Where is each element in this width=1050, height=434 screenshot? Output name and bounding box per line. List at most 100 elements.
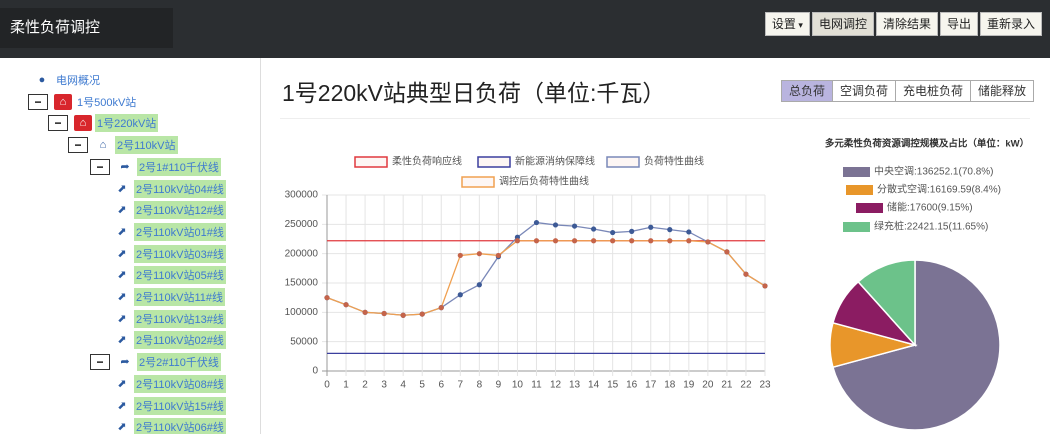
- x-tick-label: 8: [477, 380, 483, 391]
- tree-label: 2号110kV站08#线: [134, 374, 226, 393]
- tree-node[interactable]: ⬈ 2号110kV站04#线: [113, 179, 226, 199]
- tree-toggle[interactable]: −: [90, 158, 110, 175]
- tree-icon: ⬈: [117, 312, 127, 325]
- x-tick-label: 16: [626, 380, 638, 391]
- tree-node[interactable]: ⬈ 2号110kV站11#线: [113, 287, 226, 307]
- nav-button[interactable]: 重新录入: [979, 12, 1042, 36]
- tree-node[interactable]: ⬈ 2号110kV站15#线: [113, 396, 226, 416]
- tree-icon: ⌂: [74, 115, 92, 132]
- data-point: [686, 238, 692, 244]
- tab[interactable]: 总负荷: [781, 80, 834, 102]
- tree-label: 1号500kV站: [77, 96, 137, 109]
- legend-label: 负荷特性曲线: [644, 155, 704, 168]
- data-point: [629, 238, 635, 244]
- data-point: [610, 238, 616, 244]
- x-tick-label: 6: [438, 380, 444, 391]
- tree-label: 1号220kV站: [95, 114, 159, 133]
- tree-icon: ⬈: [117, 291, 127, 303]
- legend-label: 调控后负荷特性曲线: [499, 175, 589, 188]
- data-point: [457, 292, 463, 298]
- legend-label: 储能:17600(9.15%): [887, 201, 973, 214]
- tab[interactable]: 储能释放: [970, 80, 1035, 102]
- x-tick-label: 0: [324, 380, 330, 391]
- nav-button[interactable]: 设置 ▾: [764, 12, 810, 36]
- x-tick-label: 14: [588, 380, 600, 391]
- tree-label: 2号110kV站: [115, 136, 178, 155]
- data-point: [514, 238, 521, 244]
- tree-toggle[interactable]: −: [28, 93, 48, 110]
- tree-icon: ➦: [120, 160, 130, 173]
- brand: 柔性负荷调控: [0, 8, 173, 48]
- tab[interactable]: 充电桩负荷: [895, 80, 972, 102]
- legend-swatch: [461, 176, 495, 188]
- tree-label: 电网概况: [56, 75, 100, 87]
- y-tick-label: 50000: [290, 336, 318, 347]
- y-tick-label: 300000: [285, 190, 319, 201]
- data-point: [438, 305, 444, 311]
- legend-label: 新能源消纳保障线: [515, 155, 595, 168]
- data-point: [495, 252, 501, 259]
- nav-button[interactable]: 清除结果: [875, 12, 938, 36]
- tree-node[interactable]: ⬈ 2号110kV站12#线: [113, 200, 226, 220]
- data-point: [724, 249, 730, 255]
- tree-node[interactable]: ⬈ 2号110kV站05#线: [113, 265, 226, 285]
- tree-label: 2号110kV站11#线: [134, 288, 226, 306]
- tree-node[interactable]: ⬈ 2号110kV站03#线: [113, 244, 226, 264]
- data-point: [419, 311, 425, 317]
- tab[interactable]: 空调负荷: [832, 80, 897, 102]
- tree-node[interactable]: − ⌂ 2号110kV站: [68, 135, 178, 155]
- tree-node[interactable]: ⬈ 2号110kV站13#线: [113, 309, 226, 329]
- tree-icon: ⬈: [117, 182, 127, 195]
- tree-node[interactable]: − ⌂ 1号500kV站: [28, 92, 138, 112]
- tree-label: 2号110kV站03#线: [134, 244, 226, 263]
- tree-label: 2号110kV站12#线: [134, 201, 226, 220]
- tree-node[interactable]: ⬈ 2号110kV站01#线: [113, 222, 226, 242]
- legend-swatch: [477, 156, 511, 168]
- x-tick-label: 12: [550, 380, 562, 391]
- tree-toggle[interactable]: −: [90, 354, 110, 371]
- x-tick-label: 4: [400, 380, 406, 391]
- legend-label: 柔性负荷响应线: [392, 155, 462, 168]
- x-tick-label: 1: [343, 380, 349, 391]
- data-point: [667, 227, 673, 233]
- x-tick-label: 18: [664, 380, 676, 391]
- tree-node[interactable]: ⬈ 2号110kV站02#线: [113, 330, 226, 350]
- tree-toggle[interactable]: −: [68, 137, 88, 154]
- data-point: [705, 239, 711, 245]
- data-point: [743, 271, 749, 277]
- nav-button[interactable]: 导出: [939, 12, 978, 36]
- x-tick-label: 5: [419, 380, 425, 391]
- pie-slice: [857, 259, 916, 347]
- tree-label: 2号110kV站02#线: [134, 331, 226, 350]
- tree-label: 2号110kV站15#线: [134, 396, 226, 415]
- tree-node[interactable]: − ➦ 2号1#110千伏线: [90, 157, 221, 177]
- data-point: [533, 238, 540, 244]
- tree-node[interactable]: ⬈ 2号110kV站06#线: [113, 417, 226, 434]
- data-point: [552, 238, 559, 244]
- series-line: [326, 221, 766, 316]
- nav-button[interactable]: 电网调控: [811, 12, 874, 36]
- data-point: [648, 238, 654, 244]
- tabs: 总负荷 空调负荷 充电桩负荷 储能释放: [781, 80, 1035, 102]
- tree-node[interactable]: − ➦ 2号2#110千伏线: [90, 352, 221, 372]
- x-tick-label: 21: [721, 380, 733, 391]
- navbar: 柔性负荷调控 设置 ▾ 电网调控 清除结果 导出 重新录入: [0, 0, 1050, 58]
- y-tick-label: 100000: [285, 307, 319, 318]
- tree-node[interactable]: − ⌂ 1号220kV站: [48, 113, 159, 133]
- tree-icon: ⬈: [117, 247, 127, 260]
- tree-label: 2号2#110千伏线: [137, 353, 221, 372]
- legend-label: 绿充桩:22421.15(11.65%): [874, 220, 988, 233]
- tree-panel: ● 电网概况 − ⌂ 1号500kV站 − ⌂ 1号220kV站 − ⌂ 2号110kV站 − ➦ 2号1…: [0, 58, 261, 434]
- x-tick-label: 22: [740, 380, 752, 391]
- tree-icon: ⌂: [54, 93, 72, 110]
- tree-node[interactable]: ⬈ 2号110kV站08#线: [113, 374, 226, 394]
- tree-toggle[interactable]: −: [48, 115, 68, 132]
- series-line: [326, 240, 766, 316]
- tree-icon: ⬈: [117, 421, 127, 434]
- data-point: [629, 228, 635, 234]
- tree-icon: ●: [38, 74, 46, 86]
- data-point: [476, 251, 482, 257]
- tree-node[interactable]: ● 电网概况: [33, 70, 102, 90]
